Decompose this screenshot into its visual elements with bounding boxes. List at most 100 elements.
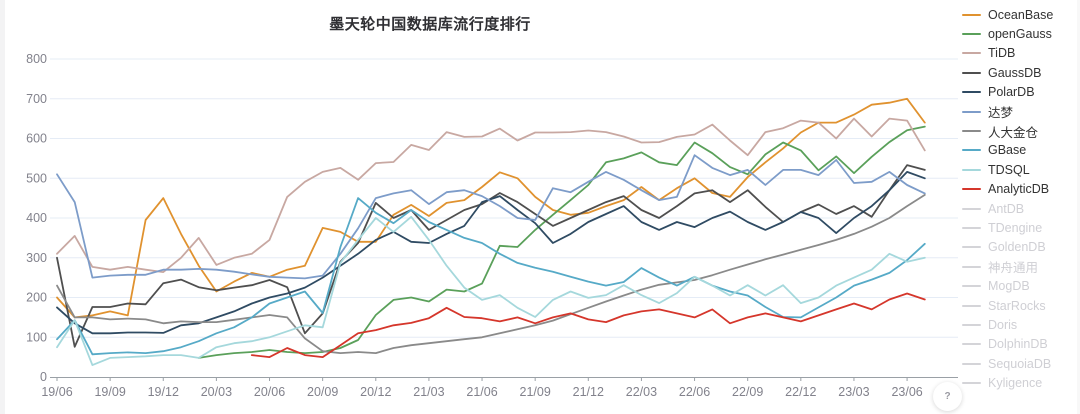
legend-item-TDSQL[interactable]: TDSQL — [962, 160, 1070, 179]
legend-swatch-icon — [962, 304, 981, 307]
legend-item-PolarDB[interactable]: PolarDB — [962, 83, 1070, 102]
legend-swatch-icon — [962, 13, 981, 16]
legend-swatch-icon — [962, 265, 981, 268]
legend-label: 达梦 — [988, 106, 1014, 121]
x-axis-label: 19/09 — [94, 385, 125, 399]
y-axis-label: 300 — [26, 251, 47, 265]
x-axis-label: 21/12 — [573, 385, 604, 399]
legend-swatch-icon — [962, 110, 981, 113]
legend-swatch-icon — [962, 71, 981, 74]
series-line-openGauss[interactable] — [197, 125, 926, 359]
legend-item-StarRocks[interactable]: StarRocks — [962, 296, 1070, 315]
y-axis-label: 100 — [26, 330, 47, 344]
legend-label: PolarDB — [988, 85, 1035, 100]
legend-swatch-icon — [962, 207, 981, 210]
legend-label: TDengine — [988, 220, 1043, 235]
x-axis-label: 21/03 — [413, 385, 444, 399]
legend-label: OceanBase — [988, 7, 1054, 22]
legend-swatch-icon — [962, 285, 981, 288]
legend-item-MogDB[interactable]: MogDB — [962, 276, 1070, 295]
legend-item-AntDB[interactable]: AntDB — [962, 199, 1070, 218]
legend-label: DolphinDB — [988, 337, 1048, 352]
legend-item-AnalyticDB[interactable]: AnalyticDB — [962, 180, 1070, 199]
x-axis-label: 20/12 — [360, 385, 391, 399]
legend-swatch-icon — [962, 168, 981, 171]
legend-item-GaussDB[interactable]: GaussDB — [962, 63, 1070, 82]
legend-label: MogDB — [988, 279, 1030, 294]
x-axis-label: 23/06 — [891, 385, 922, 399]
legend-label: StarRocks — [988, 298, 1046, 313]
y-axis-label: 200 — [26, 291, 47, 305]
page-right-gutter — [1077, 0, 1080, 414]
legend-swatch-icon — [962, 33, 981, 36]
legend-swatch-icon — [962, 382, 981, 385]
series-line-TDSQL[interactable] — [56, 215, 926, 366]
x-axis-label: 19/06 — [41, 385, 72, 399]
legend-item-SequoiaDB[interactable]: SequoiaDB — [962, 354, 1070, 373]
y-axis-label: 600 — [26, 132, 47, 146]
legend-item-神舟通用[interactable]: 神舟通用 — [962, 257, 1070, 276]
series-line-TiDB[interactable] — [56, 117, 926, 273]
legend-item-OceanBase[interactable]: OceanBase — [962, 5, 1070, 24]
series-line-GBase[interactable] — [56, 197, 926, 356]
x-axis-label: 21/06 — [466, 385, 497, 399]
question-icon: ? — [944, 391, 951, 402]
help-button[interactable]: ? — [933, 382, 962, 411]
page-left-gutter — [0, 0, 5, 414]
y-axis-label: 800 — [26, 52, 47, 66]
legend-item-Doris[interactable]: Doris — [962, 315, 1070, 334]
legend-label: 神舟通用 — [988, 261, 1039, 276]
legend-swatch-icon — [962, 91, 981, 94]
legend-swatch-icon — [962, 130, 981, 133]
series-line-人大金仓[interactable] — [56, 194, 926, 354]
legend-item-DolphinDB[interactable]: DolphinDB — [962, 335, 1070, 354]
legend-item-GoldenDB[interactable]: GoldenDB — [962, 238, 1070, 257]
legend-label: GoldenDB — [988, 240, 1046, 255]
legend-item-openGauss[interactable]: openGauss — [962, 24, 1070, 43]
series-line-达梦[interactable] — [56, 154, 926, 280]
legend-swatch-icon — [962, 188, 981, 191]
legend-swatch-icon — [962, 246, 981, 249]
line-chart-canvas[interactable]: 0 100 200 300 400 500 600 700 800 19/06 19/09 19/12… — [0, 0, 965, 414]
legend-label: TiDB — [988, 46, 1016, 61]
legend-label: TDSQL — [988, 162, 1030, 177]
x-axis-label: 21/09 — [520, 385, 551, 399]
legend-swatch-icon — [962, 362, 981, 365]
series-line-OceanBase[interactable] — [56, 97, 926, 319]
y-axis-label: 700 — [26, 92, 47, 106]
legend-label: SequoiaDB — [988, 356, 1052, 371]
legend-item-Kyligence[interactable]: Kyligence — [962, 373, 1070, 392]
y-axis-label: 400 — [26, 211, 47, 225]
series-line-PolarDB[interactable] — [56, 171, 926, 335]
legend-label: GBase — [988, 143, 1027, 158]
x-axis-label: 22/06 — [679, 385, 710, 399]
chart-title: 墨天轮中国数据库流行度排行 — [329, 16, 531, 33]
legend-label: Doris — [988, 317, 1018, 332]
legend-label: Kyligence — [988, 376, 1043, 391]
y-axis-label: 500 — [26, 171, 47, 185]
series-line-AnalyticDB[interactable] — [250, 292, 926, 358]
legend-swatch-icon — [962, 52, 981, 55]
x-axis-label: 19/12 — [148, 385, 179, 399]
legend-label: AntDB — [988, 201, 1025, 216]
legend-swatch-icon — [962, 226, 981, 229]
legend-item-达梦[interactable]: 达梦 — [962, 102, 1070, 121]
x-axis-label: 20/09 — [307, 385, 338, 399]
y-axis-label: 0 — [40, 370, 47, 384]
legend-item-GBase[interactable]: GBase — [962, 141, 1070, 160]
x-axis-label: 20/03 — [201, 385, 232, 399]
x-axis-label: 23/03 — [838, 385, 869, 399]
legend-label: GaussDB — [988, 65, 1042, 80]
x-axis-label: 20/06 — [254, 385, 285, 399]
legend: OceanBase openGauss TiDB GaussDB PolarDB 达梦人大… — [962, 5, 1070, 393]
x-axis-label: 22/12 — [785, 385, 816, 399]
legend-swatch-icon — [962, 149, 981, 152]
legend-label: openGauss — [988, 27, 1052, 42]
legend-label: 人大金仓 — [988, 125, 1039, 140]
legend-item-人大金仓[interactable]: 人大金仓 — [962, 121, 1070, 140]
legend-swatch-icon — [962, 323, 981, 326]
legend-item-TDengine[interactable]: TDengine — [962, 218, 1070, 237]
legend-swatch-icon — [962, 343, 981, 346]
x-axis-label: 22/09 — [732, 385, 763, 399]
legend-item-TiDB[interactable]: TiDB — [962, 44, 1070, 63]
